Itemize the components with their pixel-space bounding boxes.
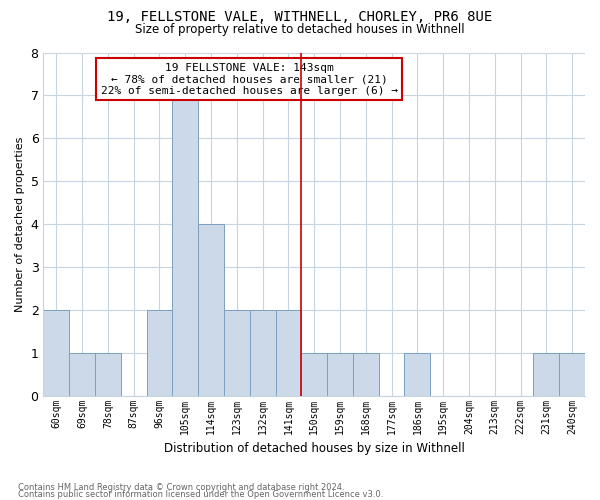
- Bar: [327, 352, 353, 396]
- Text: Size of property relative to detached houses in Withnell: Size of property relative to detached ho…: [135, 22, 465, 36]
- Bar: [275, 310, 301, 396]
- Bar: [95, 352, 121, 396]
- Bar: [404, 352, 430, 396]
- X-axis label: Distribution of detached houses by size in Withnell: Distribution of detached houses by size …: [164, 442, 464, 455]
- Bar: [533, 352, 559, 396]
- Bar: [224, 310, 250, 396]
- Bar: [353, 352, 379, 396]
- Bar: [43, 310, 69, 396]
- Bar: [172, 96, 198, 396]
- Text: Contains HM Land Registry data © Crown copyright and database right 2024.: Contains HM Land Registry data © Crown c…: [18, 484, 344, 492]
- Bar: [69, 352, 95, 396]
- Text: 19, FELLSTONE VALE, WITHNELL, CHORLEY, PR6 8UE: 19, FELLSTONE VALE, WITHNELL, CHORLEY, P…: [107, 10, 493, 24]
- Bar: [250, 310, 275, 396]
- Y-axis label: Number of detached properties: Number of detached properties: [15, 136, 25, 312]
- Bar: [198, 224, 224, 396]
- Text: 19 FELLSTONE VALE: 143sqm
← 78% of detached houses are smaller (21)
22% of semi-: 19 FELLSTONE VALE: 143sqm ← 78% of detac…: [101, 63, 398, 96]
- Bar: [301, 352, 327, 396]
- Text: Contains public sector information licensed under the Open Government Licence v3: Contains public sector information licen…: [18, 490, 383, 499]
- Bar: [146, 310, 172, 396]
- Bar: [559, 352, 585, 396]
